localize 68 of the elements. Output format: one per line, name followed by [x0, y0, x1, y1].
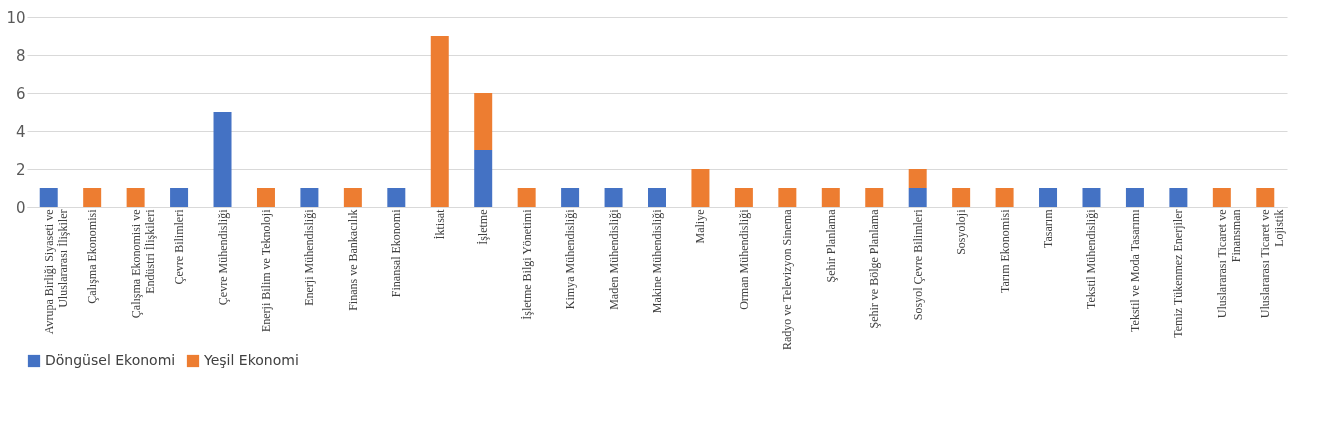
- x-tick-label: Çevre Mühendisliği: [215, 208, 230, 306]
- x-tick-label: Finans ve Bankacılık: [345, 209, 360, 311]
- bar: [952, 188, 971, 207]
- x-tick-label: Tekstil Mühendisliği: [1084, 208, 1099, 309]
- x-tick-label: Sosyoloji: [954, 208, 969, 255]
- bar: [1169, 188, 1188, 207]
- bar: [430, 36, 449, 207]
- bar: [83, 188, 102, 207]
- x-tick-label: Tekstil ve Moda Tasarımı: [1127, 208, 1142, 332]
- x-tick-label: Şehir ve Bölge Planlama: [867, 208, 882, 329]
- x-tick-label: Enerji Mühendisliği: [302, 208, 317, 306]
- bar: [1082, 188, 1101, 207]
- bar: [343, 188, 362, 207]
- bar: [474, 150, 493, 207]
- bar: [517, 188, 536, 207]
- y-tick-label: 8: [15, 46, 26, 65]
- bar: [604, 188, 623, 207]
- bar: [213, 112, 232, 207]
- x-tick-label: Çevre Bilimleri: [172, 208, 187, 285]
- bar: [821, 188, 840, 207]
- x-tick-label: Kimya Mühendisliği: [563, 208, 578, 310]
- y-tick-label: 6: [15, 84, 26, 103]
- bar: [734, 188, 753, 207]
- x-tick-label: Maden Mühendisliği: [606, 208, 621, 310]
- x-tick-label: Temiz Tükenmez Enerjiler: [1171, 209, 1186, 338]
- legend-label: Döngüsel Ekonomi: [45, 352, 176, 368]
- bar: [1256, 188, 1275, 207]
- y-tick-label: 10: [6, 8, 26, 27]
- bar: [908, 169, 927, 188]
- x-tick-label: Radyo ve Televizyon Sinema: [780, 208, 795, 351]
- bar: [387, 188, 406, 207]
- x-tick-label: Çalışma Ekonomisi ve Endüstri İlişkileri: [128, 208, 157, 319]
- x-tick-label: Avrupa Birliği Siyaseti ve Uluslararası İlişkiler: [41, 209, 70, 335]
- x-tick-label: Orman Mühendisliği: [736, 208, 751, 310]
- x-tick-label: Uluslararası Ticaret ve Lojistik: [1258, 209, 1287, 319]
- bar: [908, 188, 927, 207]
- x-tick-label: Çalışma Ekonomisi: [85, 208, 100, 304]
- x-tick-label: Finansal Ekonomi: [389, 208, 404, 298]
- bar: [474, 93, 493, 150]
- bar: [256, 188, 275, 207]
- bar: [1125, 188, 1144, 207]
- bar: [561, 188, 580, 207]
- x-tick-label: Makine Mühendisliği: [650, 208, 664, 314]
- bar: [300, 188, 319, 207]
- legend-label: Yeşil Ekonomi: [203, 352, 299, 368]
- bar: [126, 188, 145, 207]
- y-tick-label: 4: [15, 122, 26, 141]
- x-tick-label: İşletme: [476, 209, 491, 245]
- y-tick-label: 2: [15, 160, 26, 179]
- bar: [170, 188, 189, 207]
- x-tick-label: Tarım Ekonomisi: [997, 208, 1012, 293]
- bar: [1039, 188, 1058, 207]
- x-tick-label: Şehir Planlama: [823, 208, 838, 283]
- bar: [778, 188, 797, 207]
- bar: [691, 169, 710, 207]
- y-tick-label: 0: [15, 198, 26, 217]
- x-tick-label: Enerji Bilim ve Teknoloji: [258, 208, 273, 333]
- bar: [648, 188, 666, 207]
- bar: [39, 188, 58, 207]
- bar: [1212, 188, 1231, 207]
- x-tick-label: İşletme Bilgi Yönetimi: [519, 208, 534, 320]
- x-tick-label: İktisat: [432, 208, 447, 240]
- x-tick-label: Sosyol Çevre Bilimleri: [910, 208, 925, 321]
- x-tick-label: Tasarım: [1041, 208, 1056, 248]
- x-tick-label: Uluslararası Ticaret ve Finansman: [1214, 209, 1243, 319]
- x-tick-label: Maliye: [693, 209, 708, 244]
- bar: [995, 188, 1014, 207]
- bar: [865, 188, 884, 207]
